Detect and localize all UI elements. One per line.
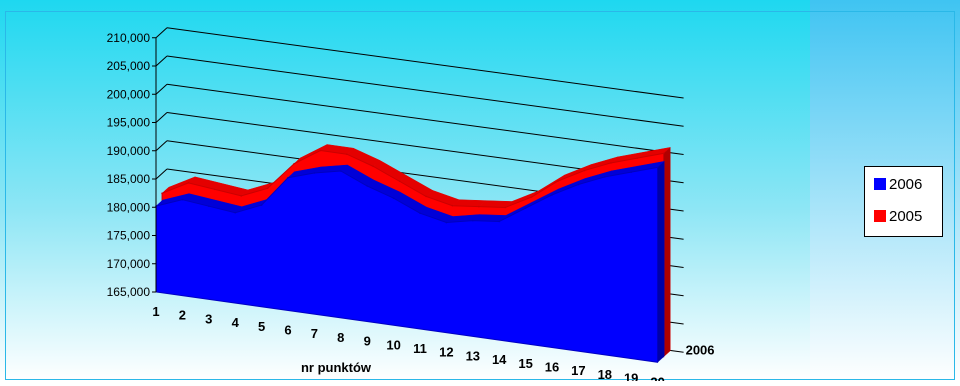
area-side-2005 [663, 146, 671, 358]
point-2006-3 [208, 205, 210, 207]
x-tick-label: 6 [284, 323, 291, 338]
y-tick-label: 210,000 [107, 31, 151, 45]
point-2005-8 [346, 153, 348, 155]
point-2006-2 [181, 198, 184, 201]
point-2005-6 [293, 162, 295, 165]
point-2006-13 [472, 219, 474, 222]
gridline-wall [155, 55, 168, 67]
point-2006-7 [313, 172, 316, 174]
y-tick-label: 185,000 [107, 172, 151, 186]
x-tick-label: 20 [650, 374, 664, 381]
point-2005-19 [636, 157, 639, 159]
x-tick-label: 16 [545, 360, 559, 375]
point-2005-12 [451, 204, 454, 207]
point-2005-13 [478, 205, 480, 208]
y-tick-label: 165,000 [107, 285, 151, 299]
point-2006-19 [630, 171, 632, 173]
gridline-wall [155, 27, 168, 39]
x-tick-label: 2 [179, 308, 186, 323]
point-2006-18 [604, 176, 606, 178]
point-2005-5 [266, 187, 269, 190]
point-2006-4 [234, 211, 236, 214]
gridline [166, 83, 684, 156]
point-2006-10 [392, 197, 395, 199]
point-2005-10 [398, 180, 401, 183]
point-2005-20 [662, 152, 665, 155]
x-tick-label: 15 [518, 356, 532, 371]
point-2006-15 [524, 207, 527, 209]
x-tick-label: 1 [152, 304, 159, 319]
point-2005-18 [610, 162, 612, 164]
x-tick-label: 8 [337, 330, 344, 345]
point-2005-9 [372, 165, 375, 168]
point-2005-17 [583, 169, 586, 172]
point-2006-14 [498, 220, 501, 223]
x-tick-label: 13 [466, 348, 480, 363]
gridline-wall [155, 83, 168, 95]
point-2006-6 [287, 176, 289, 179]
y-tick-label: 190,000 [107, 144, 151, 158]
y-tick-label: 205,000 [107, 59, 151, 73]
point-2005-1 [161, 192, 163, 195]
x-tick-label: 14 [492, 352, 507, 367]
y-tick-label: 195,000 [107, 116, 151, 130]
point-2006-9 [366, 185, 369, 187]
x-tick-label: 17 [571, 363, 585, 378]
y-tick-label: 180,000 [107, 200, 151, 214]
gridline [166, 55, 684, 127]
y-tick-label: 200,000 [107, 87, 151, 101]
point-2006-17 [577, 183, 580, 186]
gridline [166, 27, 684, 99]
x-tick-label: 3 [205, 311, 212, 326]
legend-label-2005: 2005 [889, 208, 922, 225]
point-2006-20 [656, 166, 659, 169]
x-tick-label: 9 [364, 334, 371, 349]
x-tick-label: 7 [311, 326, 318, 341]
point-2005-16 [557, 180, 559, 182]
area-side-2006 [657, 160, 665, 363]
point-2005-14 [504, 206, 507, 209]
y-tick-label: 170,000 [107, 257, 151, 271]
point-2006-16 [551, 194, 553, 196]
x-tick-label: 18 [598, 367, 612, 381]
point-2006-11 [419, 212, 421, 214]
point-2005-7 [319, 149, 322, 152]
point-2006-12 [445, 221, 448, 224]
x-tick-label: 12 [439, 345, 453, 360]
point-2005-3 [214, 188, 216, 191]
gridline-wall [155, 140, 168, 152]
depth-axis-label: 2006 [686, 342, 715, 357]
point-2006-5 [260, 204, 263, 206]
x-axis-title: nr punktów [301, 360, 372, 375]
point-2005-4 [240, 195, 243, 197]
x-tick-label: 19 [624, 371, 638, 381]
point-2005-15 [530, 196, 533, 198]
gridline-wall [155, 168, 168, 180]
legend-swatch-2006 [874, 178, 886, 190]
point-2005-2 [187, 182, 190, 184]
x-tick-label: 10 [386, 337, 400, 352]
x-tick-label: 11 [413, 341, 427, 356]
y-tick-label: 175,000 [107, 229, 151, 243]
gridline-wall [155, 112, 168, 123]
legend-swatch-2005 [874, 210, 886, 222]
chart-frame [5, 11, 955, 380]
point-2006-8 [340, 170, 342, 172]
x-tick-label: 5 [258, 319, 265, 334]
point-2005-11 [425, 195, 427, 198]
legend-label-2006: 2006 [889, 176, 922, 193]
x-tick-label: 4 [232, 315, 240, 330]
